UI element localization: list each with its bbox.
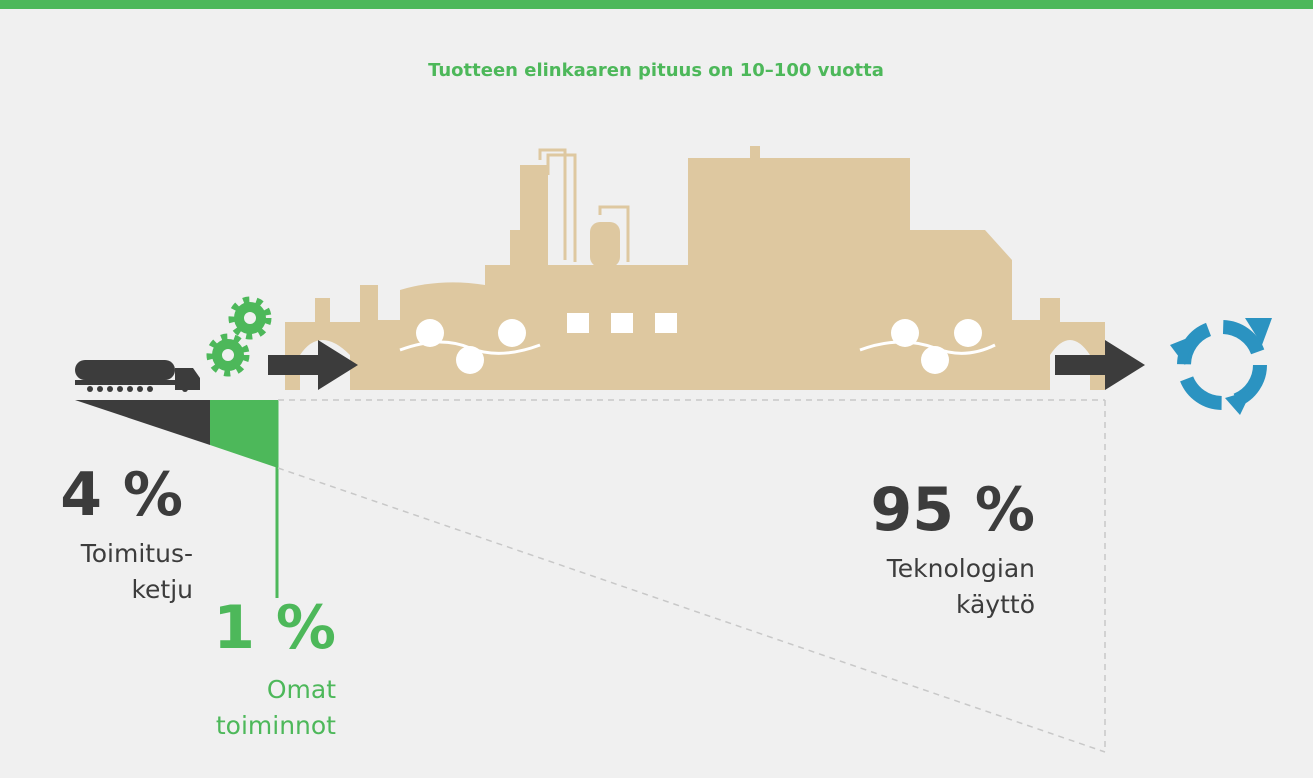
value-label: 1 %	[213, 593, 336, 663]
segment-label: Teknologian	[886, 554, 1035, 583]
page: Tuotteen elinkaaren pituus on 10–100 vuo…	[0, 0, 1313, 778]
value-label: 4 %	[60, 460, 183, 530]
segment-label: ketju	[131, 575, 193, 604]
segment-label: toiminnot	[216, 711, 336, 740]
title: Tuotteen elinkaaren pituus on 10–100 vuo…	[428, 60, 884, 81]
top-bar	[0, 0, 1313, 9]
segment-label: Omat	[267, 675, 336, 704]
segment-label: Toimitus-	[80, 539, 193, 568]
segment-label: käyttö	[956, 590, 1035, 619]
value-label: 95 %	[870, 475, 1035, 545]
infographic: Tuotteen elinkaaren pituus on 10–100 vuo…	[0, 0, 1313, 778]
